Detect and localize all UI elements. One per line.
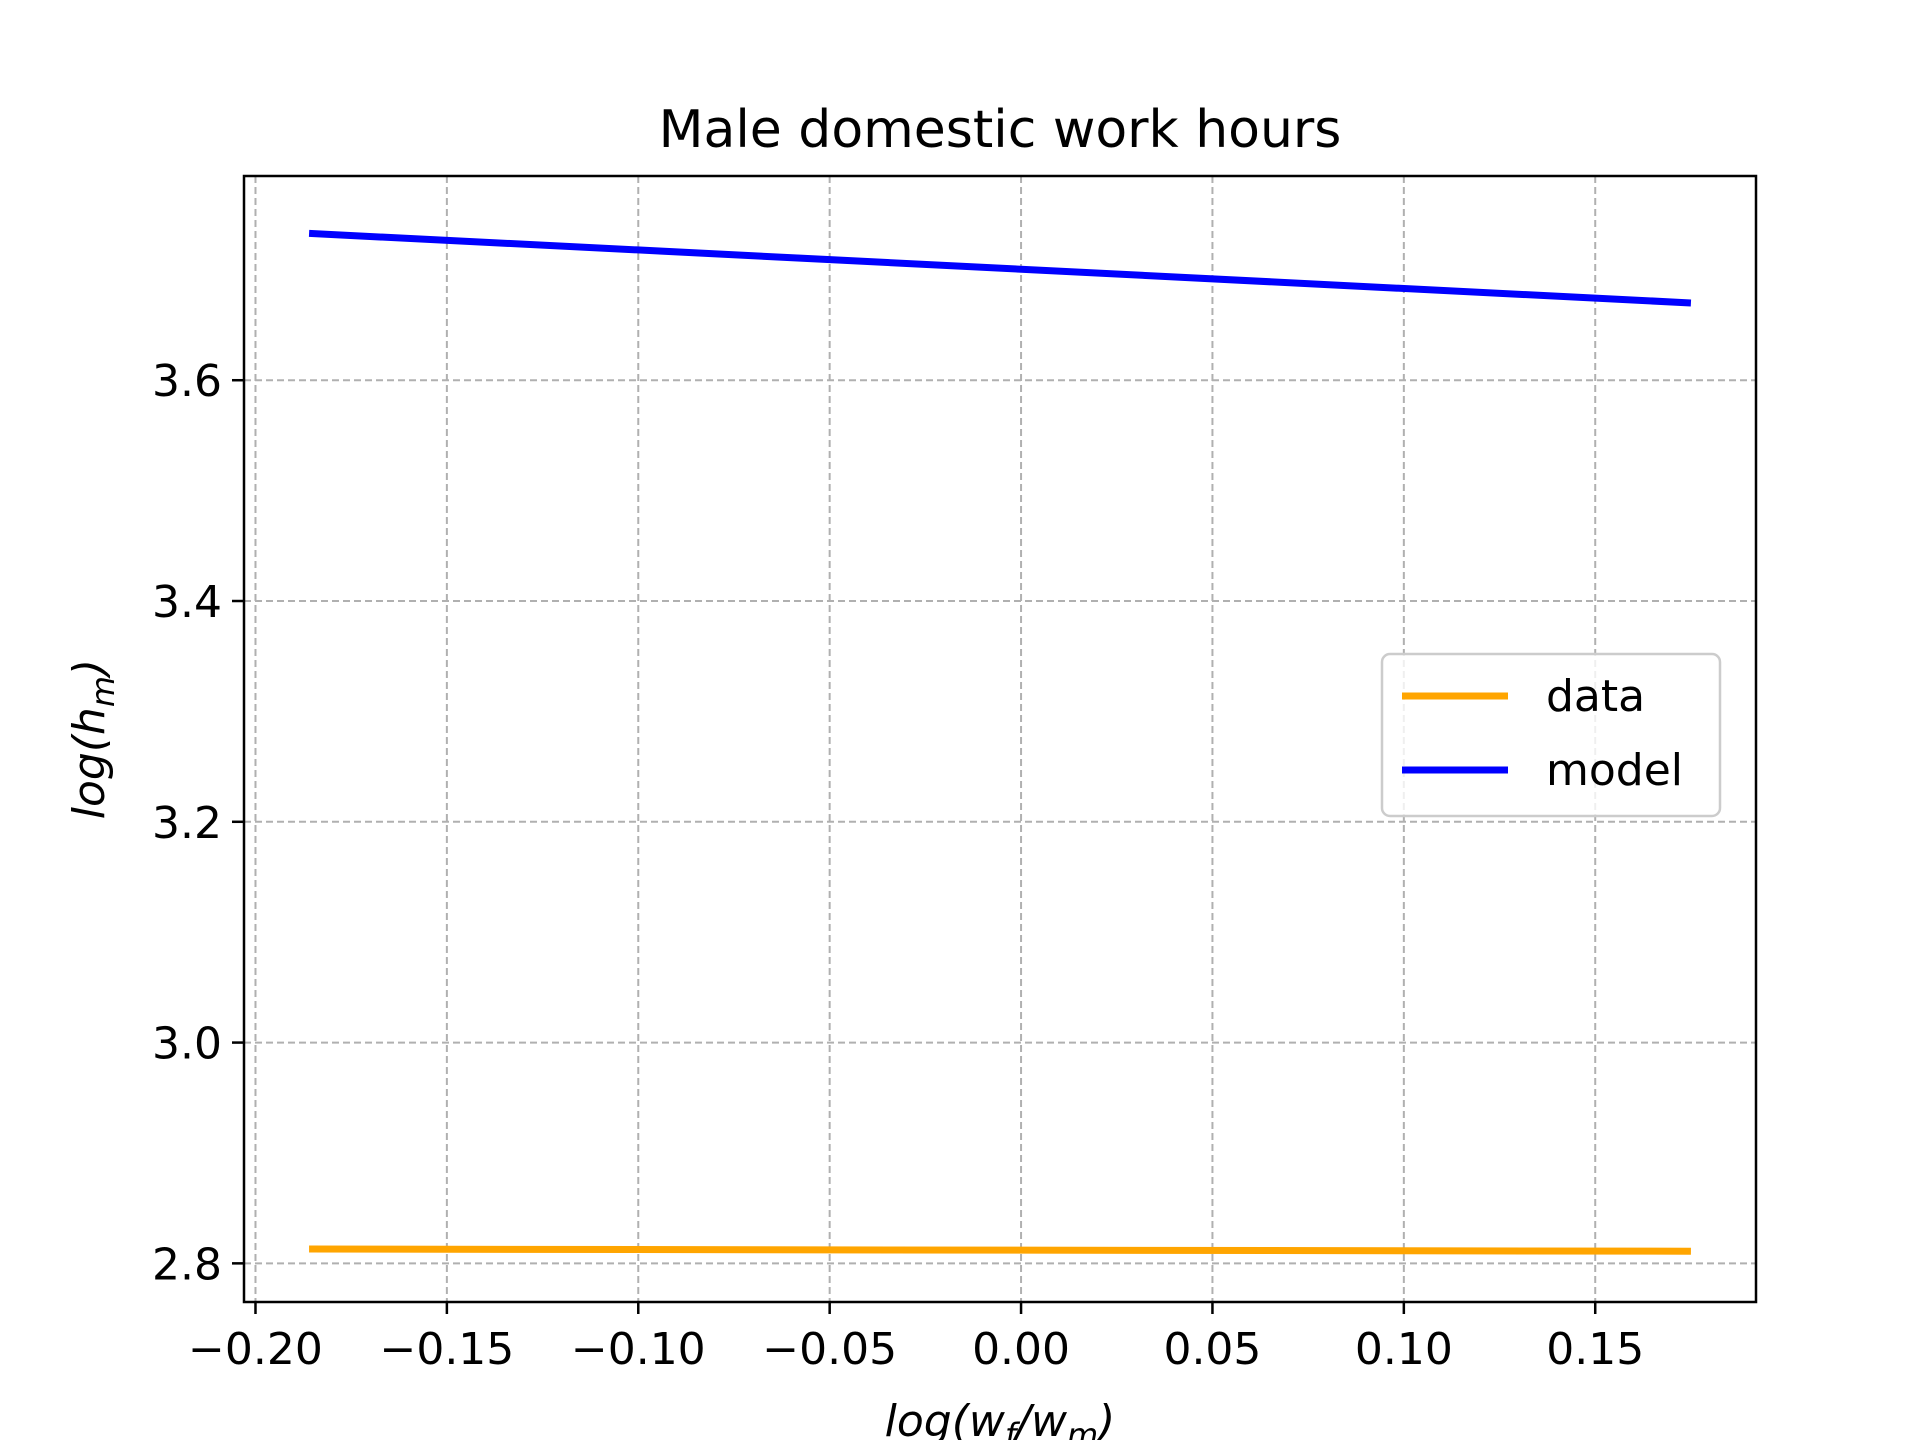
y-tick-label: 3.6 bbox=[152, 356, 222, 407]
x-tick-label: −0.10 bbox=[571, 1324, 706, 1375]
plot-frame bbox=[242, 174, 1758, 1304]
series-line-model bbox=[308, 229, 1692, 307]
ticks: −0.20 −0.15 −0.10 −0.05 0.00 0.05 0.10 0.15 2.8 3… bbox=[152, 356, 1644, 1375]
y-tick-label: 3.0 bbox=[152, 1019, 222, 1070]
x-tick-label: −0.20 bbox=[188, 1324, 323, 1375]
y-tick-label: 3.2 bbox=[152, 798, 222, 849]
y-tick-label: 3.4 bbox=[152, 577, 222, 628]
x-tick-label: 0.15 bbox=[1546, 1324, 1644, 1375]
grid bbox=[244, 176, 1756, 1302]
x-tick-label: 0.00 bbox=[972, 1324, 1070, 1375]
x-tick-label: −0.05 bbox=[762, 1324, 897, 1375]
series-line-data bbox=[309, 1245, 1691, 1255]
legend-label-model: model bbox=[1546, 745, 1683, 796]
legend: data model bbox=[1380, 652, 1722, 818]
legend-label-data: data bbox=[1546, 671, 1645, 722]
x-tick-label: −0.15 bbox=[379, 1324, 514, 1375]
chart-title: Male domestic work hours bbox=[659, 100, 1342, 160]
x-tick-label: 0.10 bbox=[1355, 1324, 1453, 1375]
y-tick-label: 2.8 bbox=[152, 1239, 222, 1290]
series-layer bbox=[308, 229, 1692, 1255]
x-tick-label: 0.05 bbox=[1163, 1324, 1261, 1375]
